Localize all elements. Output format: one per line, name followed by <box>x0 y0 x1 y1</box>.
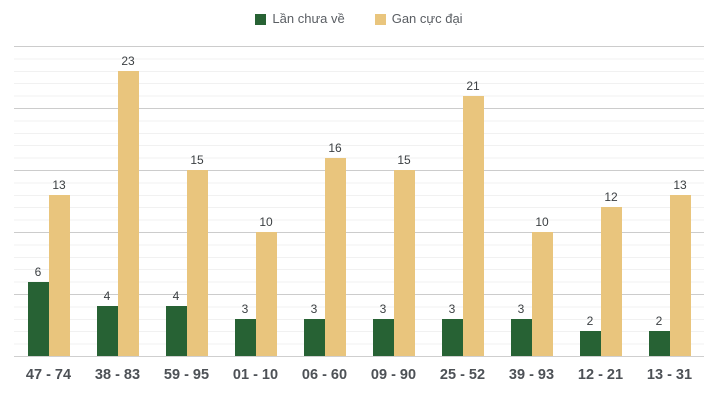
x-axis: 47 - 74 38 - 83 59 - 95 01 - 10 06 - 60 09 - … <box>14 367 704 383</box>
bar-value-label: 2 <box>655 314 663 329</box>
bar-gan-cuc-dai[interactable]: 12 <box>600 190 622 356</box>
bar-value-label: 3 <box>517 301 525 316</box>
legend-swatch-green-icon <box>255 13 267 25</box>
bar-value-label: 3 <box>310 301 318 316</box>
bar-value-label: 10 <box>535 215 549 229</box>
legend-item-lan-chua-ve[interactable]: Lần chưa về <box>255 11 345 27</box>
bar-value-label: 2 <box>586 314 594 329</box>
bar-gan-cuc-dai[interactable]: 15 <box>393 153 415 356</box>
bar-group: 4 15 <box>152 46 221 356</box>
bar-pair: 3 15 <box>372 153 415 356</box>
bar-pair: 3 10 <box>234 215 277 356</box>
bar-pair: 2 12 <box>579 190 622 356</box>
bar-value-label: 6 <box>34 264 42 279</box>
legend-swatch-tan-icon <box>374 13 386 25</box>
bar-pair: 2 13 <box>648 178 691 356</box>
x-axis-label: 38 - 83 <box>94 367 141 383</box>
bar-value-label: 23 <box>121 53 135 68</box>
bar-lan-chua-ve[interactable]: 3 <box>234 302 256 356</box>
bar-gan-cuc-dai[interactable]: 21 <box>462 79 484 356</box>
bar-gan-cuc-dai[interactable]: 16 <box>324 141 346 356</box>
legend-item-gan-cuc-dai[interactable]: Gan cực đại <box>374 11 463 27</box>
bar-group: 3 21 <box>428 46 497 356</box>
bar-lan-chua-ve[interactable]: 3 <box>303 302 325 356</box>
bar-group: 2 13 <box>635 46 704 356</box>
bar-value-label: 10 <box>259 215 273 229</box>
bar-lan-chua-ve[interactable]: 3 <box>510 302 532 356</box>
bar-pair: 3 21 <box>441 79 484 356</box>
bar-value-label: 13 <box>52 177 66 192</box>
bar-value-label: 12 <box>604 190 618 205</box>
x-axis-label: 12 - 21 <box>577 367 624 383</box>
bar-value-label: 15 <box>397 153 411 167</box>
x-axis-label: 25 - 52 <box>439 367 486 383</box>
x-axis-label: 09 - 90 <box>370 367 417 383</box>
bar-group: 3 15 <box>359 46 428 356</box>
bar-lan-chua-ve[interactable]: 4 <box>96 289 118 356</box>
x-axis-label: 47 - 74 <box>25 367 72 383</box>
bar-value-label: 3 <box>448 301 456 316</box>
bar-gan-cuc-dai[interactable]: 10 <box>255 215 277 356</box>
legend-label-lan-chua-ve: Lần chưa về <box>272 11 345 26</box>
chart-legend: Lần chưa về Gan cực đại <box>0 11 718 27</box>
bar-value-label: 13 <box>673 177 687 192</box>
bar-group: 3 10 <box>221 46 290 356</box>
bar-pair: 3 16 <box>303 141 346 356</box>
bar-gan-cuc-dai[interactable]: 13 <box>669 178 691 356</box>
bar-value-label: 3 <box>379 301 387 316</box>
bar-gan-cuc-dai[interactable]: 10 <box>531 215 553 356</box>
bar-group: 4 23 <box>83 46 152 356</box>
bar-value-label: 3 <box>241 301 249 316</box>
bar-lan-chua-ve[interactable]: 4 <box>165 289 187 356</box>
bar-gan-cuc-dai[interactable]: 13 <box>48 178 70 356</box>
plot-area: 6 13 4 23 4 15 3 10 3 16 3 15 3 21 3 10 2 12 2 13 <box>14 46 704 357</box>
bar-lan-chua-ve[interactable]: 3 <box>441 302 463 356</box>
bar-value-label: 15 <box>190 153 204 167</box>
bar-value-label: 4 <box>103 289 111 304</box>
x-axis-label: 01 - 10 <box>232 367 279 383</box>
x-axis-label: 06 - 60 <box>301 367 348 383</box>
bar-gan-cuc-dai[interactable]: 23 <box>117 54 139 356</box>
x-axis-label: 13 - 31 <box>646 367 693 383</box>
bar-lan-chua-ve[interactable]: 6 <box>27 265 49 356</box>
bar-pair: 4 23 <box>96 54 139 356</box>
bar-group: 3 16 <box>290 46 359 356</box>
bar-pair: 4 15 <box>165 153 208 356</box>
bar-gan-cuc-dai[interactable]: 15 <box>186 153 208 356</box>
bar-value-label: 16 <box>328 140 342 155</box>
bar-pair: 3 10 <box>510 215 553 356</box>
bar-lan-chua-ve[interactable]: 2 <box>579 314 601 356</box>
x-axis-label: 59 - 95 <box>163 367 210 383</box>
bar-lan-chua-ve[interactable]: 3 <box>372 302 394 356</box>
legend-label-gan-cuc-dai: Gan cực đại <box>391 11 463 26</box>
bar-group: 2 12 <box>566 46 635 356</box>
x-axis-label: 39 - 93 <box>508 367 555 383</box>
bar-group: 3 10 <box>497 46 566 356</box>
bar-value-label: 4 <box>172 289 180 304</box>
bar-value-label: 21 <box>466 78 480 93</box>
bar-lan-chua-ve[interactable]: 2 <box>648 314 670 356</box>
bar-group: 6 13 <box>14 46 83 356</box>
bar-pair: 6 13 <box>27 178 70 356</box>
